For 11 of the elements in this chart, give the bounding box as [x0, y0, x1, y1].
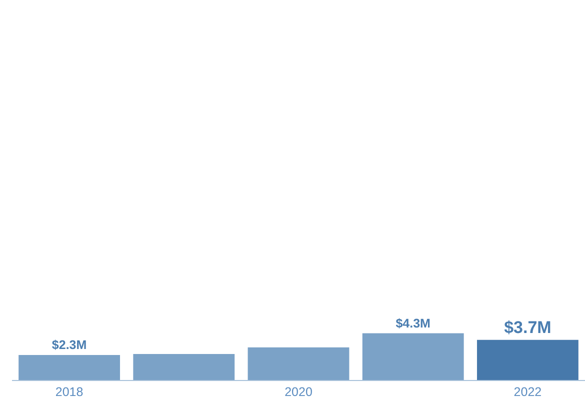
data-label: $3.7M: [504, 318, 552, 337]
x-tick-label: 2018: [55, 385, 84, 399]
x-tick-label: 2022: [514, 385, 542, 399]
data-label: $2.3M: [52, 338, 87, 352]
bar: [18, 355, 120, 380]
bar: [248, 347, 350, 380]
x-tick-label: 2020: [284, 385, 312, 399]
data-label: $4.3M: [396, 316, 430, 330]
bar: [476, 340, 578, 380]
bar: [133, 354, 235, 380]
bar: [362, 333, 464, 380]
